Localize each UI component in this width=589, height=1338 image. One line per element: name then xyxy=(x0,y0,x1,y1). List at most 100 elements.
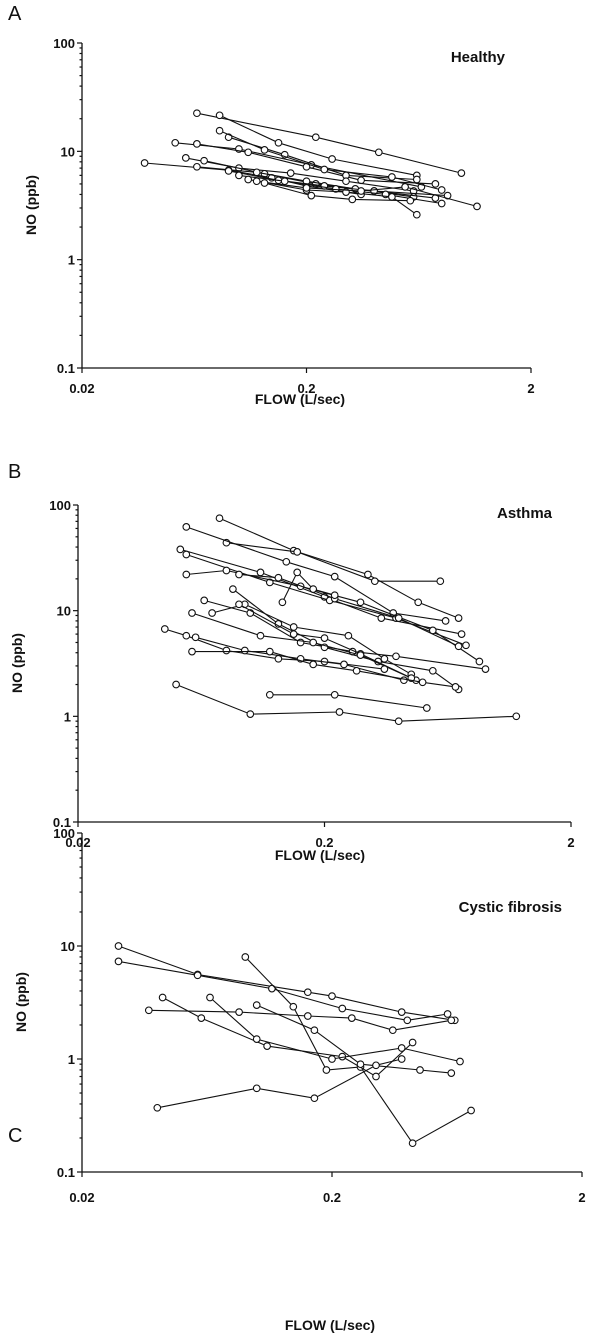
x-tick-label: 0.02 xyxy=(69,381,94,396)
y-axis-label: NO (ppb) xyxy=(9,633,25,693)
series-4 xyxy=(241,953,475,1148)
series-line xyxy=(269,694,427,709)
y-tick-label: 10 xyxy=(61,144,75,159)
data-point xyxy=(114,957,123,966)
data-point xyxy=(182,631,191,640)
y-tick-label: 100 xyxy=(49,498,71,513)
panel-letter: B xyxy=(8,461,21,483)
data-point xyxy=(188,647,196,656)
data-point xyxy=(240,646,249,655)
data-point xyxy=(412,210,421,219)
data-point xyxy=(206,993,214,1002)
data-point xyxy=(197,1014,206,1022)
data-point xyxy=(370,577,379,586)
data-point xyxy=(246,710,255,718)
y-tick-label: 10 xyxy=(57,604,71,619)
data-point xyxy=(235,600,243,609)
data-point xyxy=(457,630,466,638)
data-point xyxy=(260,146,269,154)
data-point xyxy=(356,1060,365,1069)
series-line xyxy=(157,1058,402,1109)
data-point xyxy=(328,155,336,163)
data-point xyxy=(347,1014,356,1022)
data-point xyxy=(344,631,353,640)
data-point xyxy=(144,1006,153,1015)
data-point xyxy=(286,169,295,177)
data-point xyxy=(229,585,237,593)
data-point xyxy=(380,665,389,673)
data-point xyxy=(215,126,224,135)
data-point xyxy=(364,570,372,579)
data-point xyxy=(172,680,180,689)
data-point xyxy=(431,180,440,188)
data-point xyxy=(256,631,265,640)
series-line xyxy=(118,960,448,1021)
data-point xyxy=(408,1139,417,1148)
data-point xyxy=(303,1012,312,1020)
series-line xyxy=(244,956,472,1144)
y-tick-label: 1 xyxy=(68,1052,75,1067)
series-line xyxy=(264,182,411,202)
chart-panel-a: A Healthy 100 10 1 0.1 0.02 0.2 2 FLOW (L/sec) NO … xyxy=(8,3,535,407)
data-point xyxy=(222,566,231,575)
data-point xyxy=(456,1057,464,1066)
data-point xyxy=(193,971,202,980)
data-point xyxy=(188,609,196,617)
series-line xyxy=(281,571,335,603)
data-point xyxy=(447,1069,456,1077)
series-line xyxy=(232,588,459,690)
y-tick-label: 100 xyxy=(53,36,75,51)
data-point xyxy=(457,169,466,177)
data-point xyxy=(289,630,298,638)
series-12 xyxy=(235,171,446,208)
data-point xyxy=(340,660,348,669)
data-point xyxy=(416,1066,424,1074)
y-tick-label: 1 xyxy=(68,253,75,268)
series-line xyxy=(196,112,462,174)
data-point xyxy=(357,187,365,195)
data-point xyxy=(388,193,396,201)
data-point xyxy=(342,177,350,186)
data-point xyxy=(208,609,216,617)
data-point xyxy=(200,156,208,165)
data-point xyxy=(263,1042,271,1050)
data-point xyxy=(441,617,450,625)
panel-letter: C xyxy=(8,1125,22,1147)
data-point xyxy=(437,199,446,208)
data-point xyxy=(335,708,344,716)
x-axis-label: FLOW (L/sec) xyxy=(285,1317,375,1333)
data-point xyxy=(392,652,400,661)
data-point xyxy=(193,140,201,148)
series-15 xyxy=(260,179,415,205)
data-point xyxy=(374,148,383,157)
data-point xyxy=(289,623,298,631)
series-line xyxy=(175,683,517,722)
data-point xyxy=(388,1026,397,1035)
data-point xyxy=(400,676,408,685)
data-point xyxy=(235,1008,243,1016)
series-13 xyxy=(244,175,421,219)
data-point xyxy=(260,179,269,187)
series-line xyxy=(209,997,461,1063)
data-point xyxy=(372,1072,380,1081)
data-point xyxy=(328,992,336,1000)
data-point xyxy=(171,138,180,147)
data-point xyxy=(412,175,421,184)
data-point xyxy=(388,173,396,181)
data-point xyxy=(193,109,201,118)
data-point xyxy=(244,148,253,157)
chart-title: Asthma xyxy=(497,505,553,522)
x-tick-label: 2 xyxy=(578,1190,585,1205)
data-point xyxy=(310,1026,319,1035)
data-point xyxy=(338,1004,347,1013)
data-point xyxy=(352,666,361,675)
data-point xyxy=(289,1002,298,1011)
data-point xyxy=(252,1035,261,1043)
data-point xyxy=(512,712,521,721)
data-point xyxy=(160,625,169,633)
x-axis-label: FLOW (L/sec) xyxy=(255,391,345,407)
data-point xyxy=(418,678,427,687)
panel-letter: A xyxy=(8,3,22,25)
series-line xyxy=(196,143,436,185)
